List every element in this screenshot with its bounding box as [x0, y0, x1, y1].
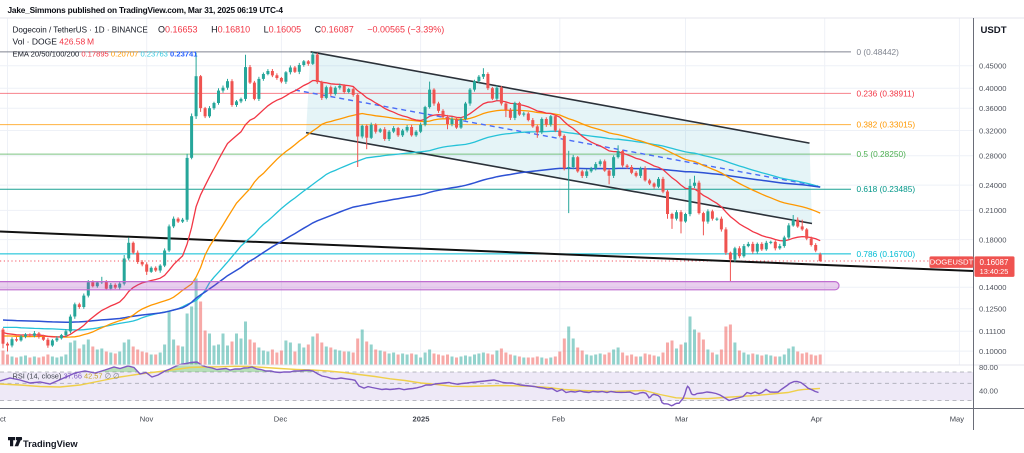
svg-text:TradingView: TradingView	[23, 439, 78, 449]
svg-text:0.18000: 0.18000	[979, 235, 1006, 244]
svg-text:0.32000: 0.32000	[979, 126, 1006, 135]
svg-text:Dogecoin / TetherUS · 1D · BIN: Dogecoin / TetherUS · 1D · BINANCE	[13, 25, 149, 34]
svg-text:0.382 (0.33015): 0.382 (0.33015)	[857, 120, 916, 130]
svg-text:0.28000: 0.28000	[979, 152, 1006, 161]
svg-text:0.40000: 0.40000	[979, 84, 1006, 93]
svg-text:0.45000: 0.45000	[979, 62, 1006, 71]
svg-text:Mar: Mar	[675, 414, 689, 423]
svg-text:0 (0.48442): 0 (0.48442)	[857, 47, 900, 57]
svg-text:0.14000: 0.14000	[979, 283, 1006, 292]
svg-text:0.12500: 0.12500	[979, 305, 1006, 314]
svg-text:Oct: Oct	[0, 414, 7, 423]
svg-text:USDT: USDT	[980, 25, 1006, 36]
svg-text:0.618 (0.23485): 0.618 (0.23485)	[857, 184, 916, 194]
svg-text:0.36000: 0.36000	[979, 104, 1006, 113]
svg-text:O0.16653 H0.16810 L0.16005: O0.16653 H0.16810 L0.16005 C0.16087 −0.0…	[158, 25, 444, 35]
svg-text:Nov: Nov	[140, 414, 154, 423]
svg-text:0.21000: 0.21000	[979, 206, 1006, 215]
svg-text:2025: 2025	[413, 414, 431, 423]
svg-text:0.10000: 0.10000	[979, 347, 1006, 356]
svg-text:0.16087: 0.16087	[980, 258, 1009, 267]
svg-text:Feb: Feb	[552, 414, 565, 423]
svg-text:EMA 20/50/100/200 0.17895 0.: EMA 20/50/100/200 0.17895 0.20707 0.2376…	[13, 49, 199, 58]
svg-text:Apr: Apr	[811, 414, 823, 423]
svg-text:0.236 (0.38911): 0.236 (0.38911)	[857, 88, 915, 98]
svg-text:RSI (14, close) 37.66 42.57: RSI (14, close) 37.66 42.57 ∅ ∅	[13, 372, 120, 381]
svg-text:Dec: Dec	[274, 414, 288, 423]
svg-text:0.5 (0.28250): 0.5 (0.28250)	[857, 149, 907, 159]
svg-text:Vol · DOGE 426.58 M: Vol · DOGE 426.58 M	[13, 36, 95, 46]
svg-text:80.00: 80.00	[979, 363, 998, 372]
svg-text:13:40:25: 13:40:25	[980, 267, 1009, 276]
svg-text:40.00: 40.00	[979, 387, 998, 396]
svg-text:DOGEUSDT: DOGEUSDT	[930, 258, 974, 267]
svg-text:0.11100: 0.11100	[979, 327, 1005, 336]
svg-text:May: May	[950, 414, 965, 423]
svg-text:0.24000: 0.24000	[979, 181, 1006, 190]
svg-text:0.786 (0.16700): 0.786 (0.16700)	[857, 249, 916, 259]
